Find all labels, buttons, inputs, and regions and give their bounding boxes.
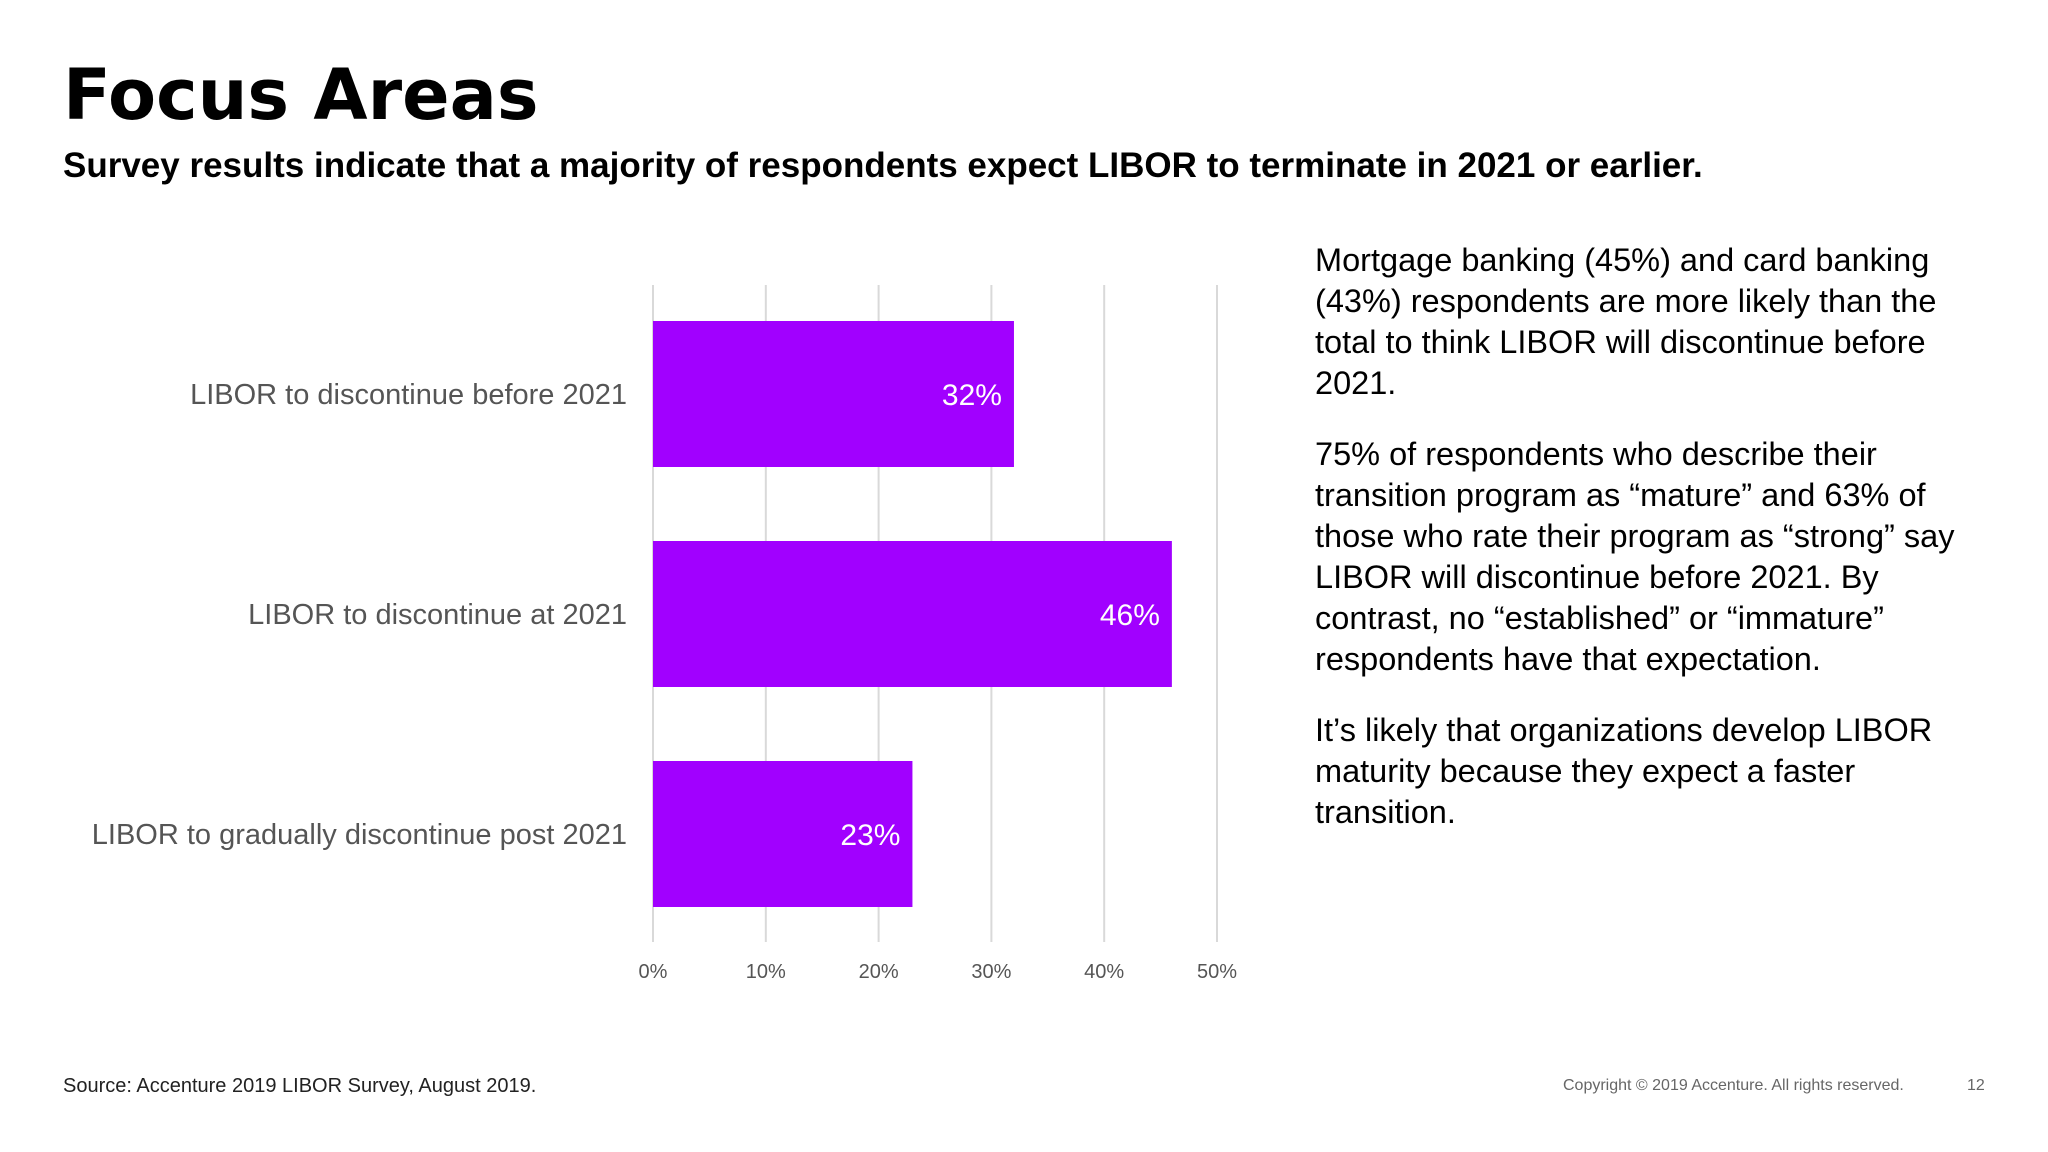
bar-value-label: 46% [1100,599,1160,632]
commentary-paragraph: Mortgage banking (45%) and card banking … [1315,242,1937,401]
page-title: Focus Areas [63,54,539,136]
bar [653,321,1014,467]
x-tick-label: 30% [971,961,1011,983]
copyright-notice: Copyright © 2019 Accenture. All rights r… [1563,1077,1904,1094]
category-label: LIBOR to gradually discontinue post 2021 [92,819,627,851]
bar-value-label: 32% [942,379,1002,412]
category-label: LIBOR to discontinue before 2021 [190,379,627,411]
category-label: LIBOR to discontinue at 2021 [248,599,627,631]
page-subtitle: Survey results indicate that a majority … [63,146,1703,185]
x-tick-label: 50% [1197,961,1237,983]
x-tick-label: 10% [746,961,786,983]
x-tick-label: 0% [639,961,668,983]
commentary-paragraph: It’s likely that organizations develop L… [1315,712,1933,830]
commentary-paragraph: 75% of respondents who describe their tr… [1315,436,1955,677]
commentary-text: Mortgage banking (45%) and card banking … [1315,240,1955,863]
bar-chart: 0% 10% 20% 30% 40% 50% 32% LIBOR to discontinue… [92,285,1237,983]
bar-value-label: 23% [840,819,900,852]
source-note: Source: Accenture 2019 LIBOR Survey, Aug… [63,1075,537,1097]
bar [653,761,913,907]
page-number: 12 [1967,1077,1985,1094]
x-tick-label: 40% [1084,961,1124,983]
x-tick-label: 20% [859,961,899,983]
bar [653,541,1172,687]
